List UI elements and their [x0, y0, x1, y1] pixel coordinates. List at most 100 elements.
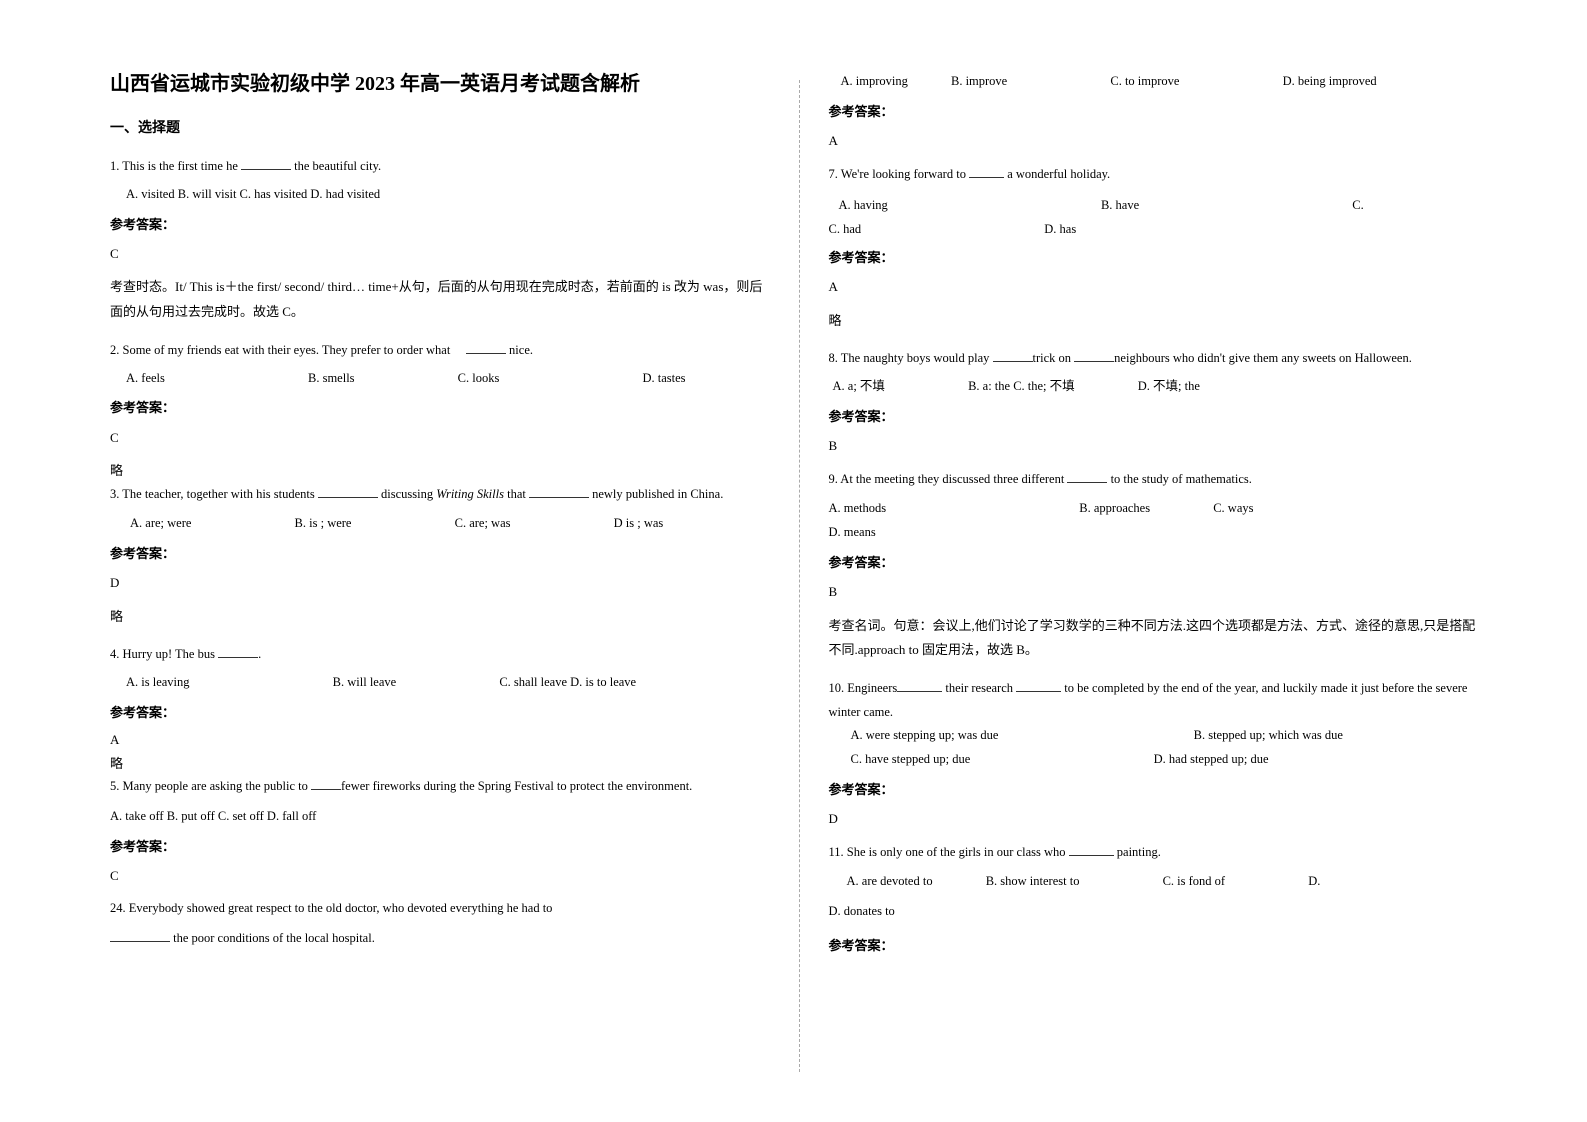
q7-answer: A [829, 275, 1488, 298]
q3-opt-c: C. are; was [455, 512, 511, 536]
q6-options: A. improving B. improve C. to improve D.… [841, 70, 1488, 94]
q10-stem-c: to be completed by the end of the year, … [829, 681, 1468, 719]
q3-explain: 略 [110, 605, 769, 630]
q10-stem-a: 10. Engineers [829, 681, 898, 695]
q7-stem-b: a wonderful holiday. [1004, 167, 1110, 181]
question-7: 7. We're looking forward to a wonderful … [829, 163, 1488, 187]
q9-stem-b: to the study of mathematics. [1107, 472, 1251, 486]
q7-options: A. having B. have C. C. had D. has [839, 194, 1488, 242]
q8-opt-d: D. 不填; the [1138, 375, 1200, 399]
q4-answer-label: 参考答案： [110, 701, 769, 724]
q11-stem-a: 11. She is only one of the girls in our … [829, 845, 1069, 859]
q4-opt-b: B. will leave [333, 671, 397, 695]
q2-answer-label: 参考答案： [110, 396, 769, 419]
q3-answer-label: 参考答案： [110, 542, 769, 565]
question-1: 1. This is the first time he the beautif… [110, 155, 769, 207]
q5-stem-a: 5. Many people are asking the public to [110, 779, 311, 793]
q8-answer: B [829, 434, 1488, 457]
question-9: 9. At the meeting they discussed three d… [829, 468, 1488, 492]
q5-answer-label: 参考答案： [110, 835, 769, 858]
q10-opt-d: D. had stepped up; due [1154, 752, 1269, 766]
question-2: 2. Some of my friends eat with their eye… [110, 339, 769, 391]
q4-stem-a: 4. Hurry up! The bus [110, 647, 218, 661]
q3-opt-d: D is ; was [614, 512, 664, 536]
q3-stem-a: 3. The teacher, together with his studen… [110, 487, 318, 501]
q7-stem-a: 7. We're looking forward to [829, 167, 970, 181]
q2-options: A. feels B. smells C. looks D. tastes [126, 367, 769, 391]
q6-opt-a: A. improving [841, 70, 908, 94]
q2-answer: C [110, 426, 769, 449]
q7-opt-c-label: C. [1352, 194, 1363, 218]
q8-opt-a: A. a; 不填 [833, 375, 885, 399]
q3-stem-italic: Writing Skills [436, 487, 504, 501]
q6-stem-a: 24. Everybody showed great respect to th… [110, 901, 552, 915]
q10-opt-c: C. have stepped up; due [851, 748, 1151, 772]
q10-answer: D [829, 807, 1488, 830]
q11-options: A. are devoted to B. show interest to C.… [847, 870, 1488, 894]
q1-answer: C [110, 242, 769, 265]
q3-opt-b: B. is ; were [295, 512, 352, 536]
q7-opt-b: B. have [1101, 194, 1139, 218]
q9-explain: 考查名词。句意：会议上,他们讨论了学习数学的三种不同方法.这四个选项都是方法、方… [829, 614, 1488, 663]
q6-stem-b: the poor conditions of the local hospita… [170, 931, 375, 945]
q5-stem-b: fewer fireworks during the Spring Festiv… [341, 779, 692, 793]
q4-options: A. is leaving B. will leave C. shall lea… [126, 671, 769, 695]
q2-stem-a: 2. Some of my friends eat with their eye… [110, 343, 453, 357]
q2-explain: 略 [110, 459, 769, 482]
q8-stem-b: trick on [1033, 351, 1075, 365]
q4-opt-a: A. is leaving [126, 671, 190, 695]
q3-stem-d: newly published in China. [589, 487, 723, 501]
q11-answer-label: 参考答案： [829, 934, 1488, 957]
question-6: 24. Everybody showed great respect to th… [110, 897, 769, 921]
q11-opt-a: A. are devoted to [847, 870, 933, 894]
q8-options: A. a; 不填 B. a: the C. the; 不填 D. 不填; the [833, 375, 1488, 399]
q10-opt-a: A. were stepping up; was due [851, 724, 1191, 748]
q8-opt-bc: B. a: the C. the; 不填 [968, 375, 1075, 399]
q3-options: A. are; were B. is ; were C. are; was D … [130, 512, 769, 536]
q3-opt-a: A. are; were [130, 512, 191, 536]
q1-answer-label: 参考答案： [110, 213, 769, 236]
question-6-line2: the poor conditions of the local hospita… [110, 927, 769, 951]
q9-options: A. methods B. approaches C. ways D. mean… [829, 497, 1488, 545]
section-heading: 一、选择题 [110, 116, 769, 141]
q9-answer: B [829, 580, 1488, 603]
q4-answer: A [110, 728, 769, 751]
q5-answer: C [110, 864, 769, 887]
q7-opt-c: C. had [829, 218, 862, 242]
q6-opt-b: B. improve [951, 70, 1007, 94]
q11-opt-c: C. is fond of [1163, 870, 1226, 894]
q7-opt-a: A. having [839, 194, 888, 218]
q5-options: A. take off B. put off C. set off D. fal… [110, 805, 769, 829]
right-column: A. improving B. improve C. to improve D.… [799, 70, 1508, 1082]
question-5: 5. Many people are asking the public to … [110, 775, 769, 799]
question-3: 3. The teacher, together with his studen… [110, 483, 769, 507]
q8-answer-label: 参考答案： [829, 405, 1488, 428]
q10-options: A. were stepping up; was due B. stepped … [851, 724, 1488, 772]
q11-opt-d-label: D. [1308, 870, 1320, 894]
q1-explain: 考查时态。It/ This is＋the first/ second/ thir… [110, 275, 769, 324]
q6-answer: A [829, 129, 1488, 152]
q10-opt-b: B. stepped up; which was due [1194, 728, 1343, 742]
q7-opt-d: D. has [1044, 218, 1076, 242]
q9-opt-b: B. approaches [1079, 497, 1150, 521]
q1-stem-a: 1. This is the first time he [110, 159, 241, 173]
q4-explain: 略 [110, 752, 769, 775]
q9-opt-d: D. means [829, 521, 876, 545]
q10-answer-label: 参考答案： [829, 778, 1488, 801]
q6-opt-d: D. being improved [1283, 70, 1377, 94]
q6-opt-c: C. to improve [1110, 70, 1179, 94]
q2-opt-c: C. looks [458, 367, 500, 391]
q7-explain: 略 [829, 309, 1488, 334]
question-11: 11. She is only one of the girls in our … [829, 841, 1488, 865]
q10-stem-b: their research [942, 681, 1016, 695]
q7-answer-label: 参考答案： [829, 246, 1488, 269]
q9-answer-label: 参考答案： [829, 551, 1488, 574]
q1-stem-b: the beautiful city. [291, 159, 381, 173]
q8-stem-c: neighbours who didn't give them any swee… [1114, 351, 1412, 365]
q6-answer-label: 参考答案： [829, 100, 1488, 123]
q2-opt-a: A. feels [126, 367, 165, 391]
question-10: 10. Engineers their research to be compl… [829, 677, 1488, 772]
q3-stem-b: discussing [378, 487, 436, 501]
column-divider [799, 80, 800, 1072]
q11-stem-b: painting. [1114, 845, 1161, 859]
